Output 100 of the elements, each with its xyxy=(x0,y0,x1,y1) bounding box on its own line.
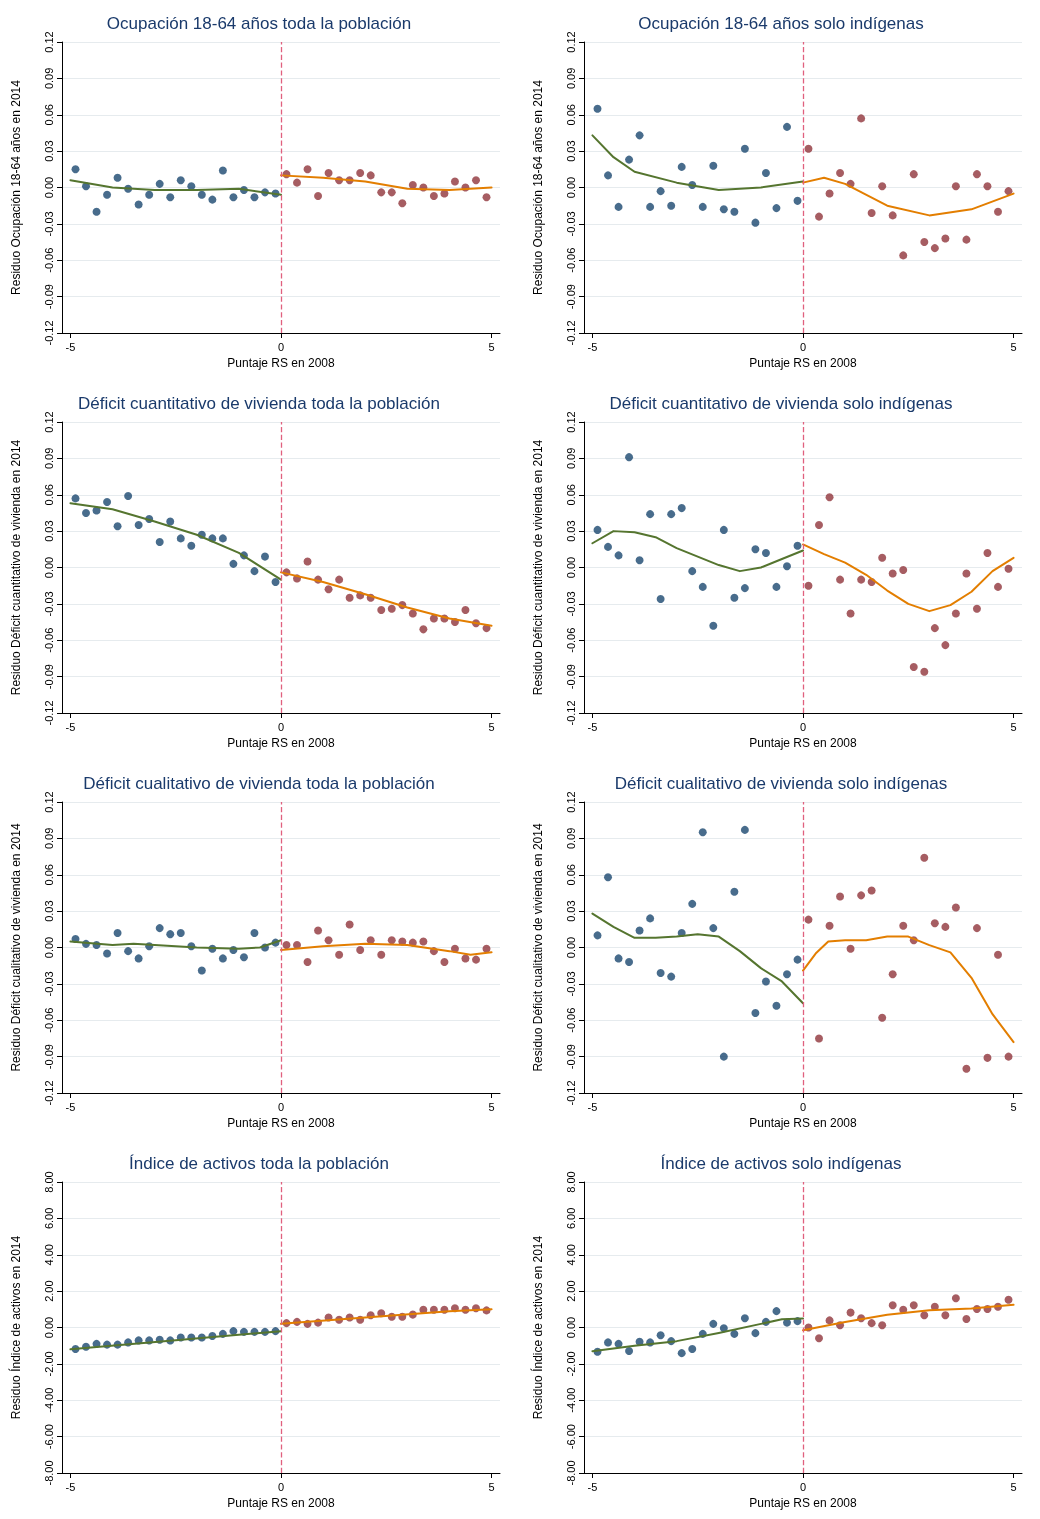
point xyxy=(92,207,101,216)
point xyxy=(783,970,791,979)
point xyxy=(314,191,323,200)
point xyxy=(635,926,644,935)
point xyxy=(740,144,749,153)
point xyxy=(250,567,259,576)
point xyxy=(951,182,960,191)
point xyxy=(625,453,634,462)
point xyxy=(461,605,470,614)
y-tick-label: 0.00 xyxy=(564,176,577,199)
point xyxy=(419,625,428,634)
point xyxy=(920,1311,929,1320)
x-tick-label: 5 xyxy=(1010,1100,1017,1113)
x-tick-label: 5 xyxy=(1010,1480,1017,1493)
point xyxy=(846,944,855,953)
point xyxy=(155,179,164,188)
x-tick-label: -5 xyxy=(65,340,76,353)
point xyxy=(646,202,655,211)
point xyxy=(857,891,866,900)
y-axis-title: Residuo Déficit cualitativo de vivienda en 2014 xyxy=(531,823,545,1072)
point xyxy=(134,954,143,963)
chart-title: Índice de activos toda la población xyxy=(129,1154,389,1173)
point xyxy=(688,899,697,908)
point xyxy=(656,968,665,977)
point xyxy=(888,211,897,220)
point xyxy=(719,1052,728,1061)
point xyxy=(239,953,248,962)
point xyxy=(155,924,164,933)
point xyxy=(250,193,259,202)
y-tick-label: -0.03 xyxy=(564,211,577,237)
point xyxy=(324,585,333,594)
point xyxy=(145,190,154,199)
x-tick-label: -5 xyxy=(65,1480,76,1493)
y-tick-label: 0.12 xyxy=(42,791,55,813)
y-tick-label: 0.06 xyxy=(564,484,577,506)
point xyxy=(261,552,269,561)
x-tick-label: -5 xyxy=(587,1100,598,1113)
y-tick-label: -0.09 xyxy=(564,1044,577,1070)
chart-title: Déficit cuantitativo de vivienda toda la población xyxy=(78,394,440,413)
point xyxy=(909,1301,918,1310)
y-tick-label: -0.06 xyxy=(42,1007,55,1033)
x-tick-label: 0 xyxy=(277,1100,285,1113)
point xyxy=(899,921,908,930)
point xyxy=(930,919,939,928)
point xyxy=(930,624,939,633)
x-axis-title: Puntaje RS en 2008 xyxy=(227,1495,336,1510)
point xyxy=(345,920,354,929)
y-tick-label: 0.09 xyxy=(42,827,55,850)
point xyxy=(941,922,950,931)
point xyxy=(656,187,665,196)
x-axis-title: Puntaje RS en 2008 xyxy=(227,355,336,370)
point xyxy=(994,950,1002,959)
y-tick-label: 0.06 xyxy=(42,104,55,126)
y-tick-label: -0.06 xyxy=(564,627,577,653)
y-tick-label: 8.00 xyxy=(42,1171,55,1193)
point xyxy=(218,954,227,963)
point xyxy=(134,521,143,530)
x-tick-label: -5 xyxy=(587,1480,598,1493)
point xyxy=(134,200,143,209)
x-axis-title: Puntaje RS en 2008 xyxy=(749,1495,858,1510)
point xyxy=(635,556,644,565)
point xyxy=(282,941,291,950)
point xyxy=(229,193,238,202)
point xyxy=(846,609,855,618)
point xyxy=(836,575,845,584)
x-tick-label: 0 xyxy=(799,340,807,353)
chart-title: Índice de activos solo indígenas xyxy=(660,1154,902,1173)
point xyxy=(366,171,375,180)
point xyxy=(593,931,602,940)
point xyxy=(335,950,344,959)
point xyxy=(218,166,227,175)
point xyxy=(815,1034,823,1043)
point xyxy=(688,1344,697,1353)
point xyxy=(440,958,449,967)
point xyxy=(677,1349,686,1358)
y-tick-label: -0.03 xyxy=(564,591,577,617)
point xyxy=(888,1301,897,1310)
x-tick-label: 5 xyxy=(488,1100,495,1113)
chart-title: Ocupación 18-64 años solo indígenas xyxy=(638,14,924,33)
point xyxy=(593,104,602,113)
point xyxy=(208,195,217,204)
point xyxy=(229,559,238,568)
y-tick-label: 4.00 xyxy=(564,1244,577,1266)
point xyxy=(387,188,396,197)
y-tick-label: -0.12 xyxy=(42,1080,55,1106)
point xyxy=(176,176,185,185)
y-tick-label: -0.09 xyxy=(42,664,55,690)
x-tick-label: 5 xyxy=(1010,340,1017,353)
point xyxy=(846,1308,855,1317)
point xyxy=(250,928,259,937)
y-tick-label: -0.12 xyxy=(564,700,577,726)
point xyxy=(962,235,971,244)
point xyxy=(176,534,185,543)
point xyxy=(314,926,323,935)
point xyxy=(1004,564,1013,573)
point xyxy=(166,517,175,526)
point xyxy=(271,578,280,587)
point xyxy=(688,567,697,576)
y-tick-label: 0.12 xyxy=(564,31,577,53)
y-tick-label: -8.00 xyxy=(564,1460,577,1486)
